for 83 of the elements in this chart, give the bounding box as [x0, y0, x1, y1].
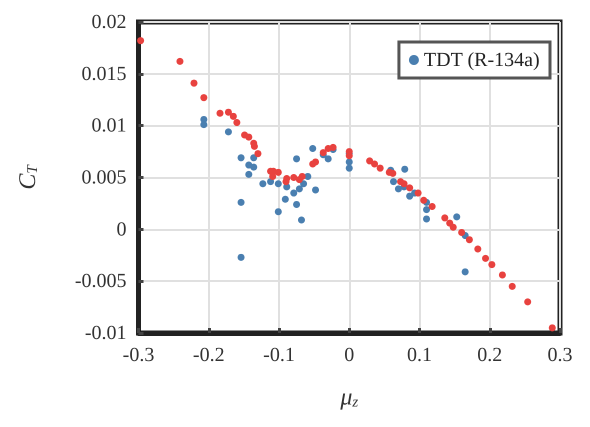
point [245, 134, 252, 141]
y-tick-label: -0.01 [84, 322, 126, 344]
point [274, 180, 282, 188]
legend-label: TDT (R-134a) [424, 49, 540, 71]
point [346, 164, 353, 172]
point [176, 58, 184, 65]
point [458, 228, 466, 236]
y-tick-label: 0.005 [82, 166, 126, 188]
y-tick-label: -0.005 [74, 270, 126, 292]
point [450, 224, 457, 231]
point [300, 180, 308, 188]
point [233, 119, 240, 126]
point [441, 214, 448, 222]
point [423, 206, 430, 214]
point [371, 160, 378, 168]
point [224, 108, 232, 116]
point [389, 170, 396, 177]
point [498, 271, 506, 278]
point [324, 155, 332, 162]
point [423, 215, 430, 222]
point [296, 185, 303, 192]
point [474, 246, 482, 253]
point [250, 164, 258, 171]
x-tick-label: 0 [344, 344, 354, 366]
point [274, 168, 282, 176]
point [453, 213, 460, 220]
y-tick-label: 0 [116, 218, 126, 240]
point [282, 196, 289, 203]
point [216, 110, 224, 117]
point [406, 192, 414, 200]
point [488, 261, 496, 268]
point [245, 170, 252, 178]
point [309, 144, 316, 152]
point [376, 164, 384, 172]
point [524, 298, 532, 306]
y-tick-label: 0.01 [92, 114, 126, 137]
point [548, 324, 556, 332]
y-tick-label: 0.02 [92, 11, 126, 33]
point [304, 172, 312, 180]
point [274, 208, 282, 216]
point [312, 186, 320, 194]
point [137, 37, 144, 44]
point [466, 236, 473, 244]
point [462, 268, 469, 276]
x-tick-label: 0.2 [477, 344, 502, 366]
point [312, 158, 320, 166]
point [346, 158, 353, 166]
point [230, 112, 237, 120]
point [200, 94, 208, 102]
point [482, 254, 490, 262]
point [400, 180, 408, 188]
point [366, 157, 374, 164]
x-tick-label: -0.2 [192, 344, 225, 366]
point [200, 121, 208, 128]
point [290, 174, 298, 181]
point [401, 166, 408, 173]
point [508, 282, 516, 290]
y-tick-label: 0.015 [82, 62, 126, 85]
x-axis-title: μz [339, 384, 358, 410]
point [254, 150, 262, 158]
point [414, 190, 422, 197]
point [238, 254, 245, 261]
point [406, 184, 414, 192]
point [390, 178, 398, 186]
point [190, 80, 198, 87]
x-tick-label: -0.3 [122, 344, 154, 366]
y-axis-title: CT [15, 164, 41, 190]
point [224, 128, 232, 136]
point [428, 203, 436, 210]
point [259, 180, 266, 188]
point [420, 196, 428, 204]
point [238, 198, 245, 206]
point [298, 216, 305, 224]
point [290, 190, 298, 197]
point [293, 155, 300, 162]
point [298, 172, 306, 180]
point [394, 185, 402, 192]
x-tick-label: -0.1 [263, 344, 295, 366]
x-tick-label: 0.1 [407, 344, 432, 366]
point [293, 200, 300, 208]
x-tick-label: 0.3 [548, 344, 572, 366]
point [330, 144, 337, 151]
point [238, 154, 245, 162]
